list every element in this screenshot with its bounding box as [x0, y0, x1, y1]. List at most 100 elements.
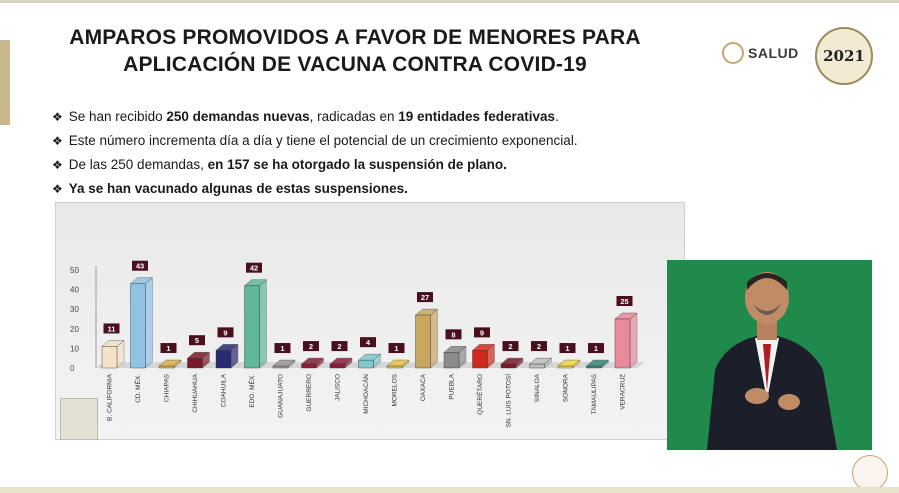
bar	[472, 350, 488, 369]
bottom-border	[0, 487, 899, 493]
data-label-bg	[531, 341, 547, 352]
y-tick-label: 10	[70, 344, 79, 353]
data-label: 8	[451, 330, 455, 339]
bar-side	[259, 279, 267, 369]
bar	[158, 365, 175, 369]
y-tick-label: 40	[70, 286, 79, 295]
y-tick-label: 20	[70, 325, 79, 334]
x-tick-label: SONORA	[563, 373, 570, 402]
data-label-bg	[217, 327, 234, 338]
diamond-bullet-icon: ❖	[52, 182, 63, 196]
data-label: 1	[280, 344, 284, 353]
x-tick-label: OAXACA	[420, 373, 427, 401]
bullet-item: ❖ De las 250 demandas, en 157 se ha otorg…	[52, 157, 507, 172]
x-tick-label: JALISCO	[335, 374, 342, 401]
gobierno-mexico-logo	[852, 455, 888, 491]
bar	[500, 363, 517, 369]
x-tick-label: SN. LUIS POTOSÍ	[504, 374, 513, 428]
bar	[301, 363, 317, 369]
data-label-bg	[331, 341, 348, 352]
bar	[386, 365, 403, 369]
data-label: 1	[166, 344, 170, 353]
speaker-figure	[707, 272, 837, 450]
data-label: 4	[366, 338, 371, 347]
bullet-item: ❖ Este número incrementa día a día y tien…	[52, 133, 578, 148]
data-label-bg	[274, 343, 291, 354]
data-label-bg	[502, 341, 519, 352]
x-tick-label: SINALOA	[534, 373, 541, 402]
data-label-bg	[474, 327, 490, 338]
data-label-bg	[189, 335, 205, 346]
seal-icon	[722, 42, 744, 64]
data-label: 5	[195, 336, 199, 345]
data-label: 2	[508, 342, 512, 351]
bullet-item: ❖ Se han recibido 250 demandas nuevas, ra…	[52, 109, 559, 124]
bar	[244, 285, 260, 369]
data-label: 27	[421, 293, 429, 302]
title-line-1: AMPAROS PROMOVIDOS A FAVOR DE MENORES PA…	[69, 26, 641, 49]
x-tick-label: GUERRERO	[306, 374, 313, 412]
data-label: 9	[223, 328, 227, 337]
data-label-bg	[417, 292, 433, 303]
title-line-2: APLICACIÓN DE VACUNA CONTRA COVID-19	[123, 53, 587, 76]
data-label: 2	[309, 342, 313, 351]
x-tick-label: GUANAJUATO	[278, 374, 285, 418]
bar	[329, 363, 346, 369]
x-tick-label: MICHOACÁN	[361, 374, 370, 414]
left-accent-strip	[0, 40, 10, 125]
bar	[443, 352, 460, 369]
bar	[215, 350, 232, 369]
bar	[614, 318, 631, 369]
data-label-bg	[303, 341, 319, 352]
data-label: 25	[620, 297, 628, 306]
bullet-item: ❖ Ya se han vacunado algunas de estas sus…	[52, 181, 408, 196]
salud-label: SALUD	[748, 45, 799, 61]
bar	[529, 363, 545, 369]
bar-chart-frame: 0 10 20 30 40 50 11 B. CALIFORNIA 43 CD. MÉX. 1 CHI…	[55, 202, 685, 440]
data-label-bg	[246, 262, 262, 273]
x-tick-label: CHIHUAHUA	[192, 373, 199, 412]
bar	[130, 283, 146, 369]
data-label-bg	[360, 337, 376, 348]
salud-logo: SALUD	[722, 42, 799, 64]
bar-side	[629, 312, 638, 369]
data-label: 1	[594, 344, 598, 353]
data-label: 2	[337, 342, 341, 351]
y-tick-label: 50	[70, 266, 79, 275]
bar	[415, 314, 431, 369]
bar	[101, 346, 118, 369]
watermark-logo	[60, 398, 98, 440]
x-tick-label: TAMAULIPAS	[591, 373, 598, 414]
data-label: 2	[537, 342, 541, 351]
bar-side	[145, 277, 153, 369]
data-label-bg	[588, 343, 604, 354]
y-tick-label: 30	[70, 305, 79, 314]
data-label-bg	[616, 296, 633, 306]
sign-language-interpreter-video	[667, 260, 872, 450]
data-label: 11	[108, 324, 116, 333]
bar	[358, 359, 374, 369]
data-label-bg	[103, 323, 120, 334]
slide-title: AMPAROS PROMOVIDOS A FAVOR DE MENORES PA…	[20, 24, 690, 78]
data-label: 9	[480, 328, 484, 337]
diamond-bullet-icon: ❖	[52, 134, 63, 148]
data-label-bg	[559, 343, 576, 354]
data-label-bg	[132, 260, 148, 271]
x-tick-label: B. CALIFORNIA	[107, 373, 114, 421]
x-tick-label: CD. MÉX.	[133, 374, 142, 403]
x-tick-label: COAHUILA	[221, 373, 228, 407]
data-label-bg	[160, 343, 177, 354]
diamond-bullet-icon: ❖	[52, 158, 63, 172]
x-tick-label: EDO. MÉX.	[247, 374, 256, 408]
data-label: 43	[136, 262, 144, 271]
x-tick-label: MORELOS	[392, 373, 399, 406]
data-label-bg	[445, 329, 462, 340]
data-label: 42	[250, 264, 258, 273]
y-tick-label: 0	[70, 364, 75, 373]
data-label: 1	[565, 344, 569, 353]
bullet-list: ❖ Se han recibido 250 demandas nuevas, ra…	[52, 105, 578, 201]
x-tick-label: CHIAPAS	[164, 373, 171, 402]
data-label: 1	[394, 344, 398, 353]
bar	[272, 365, 289, 369]
